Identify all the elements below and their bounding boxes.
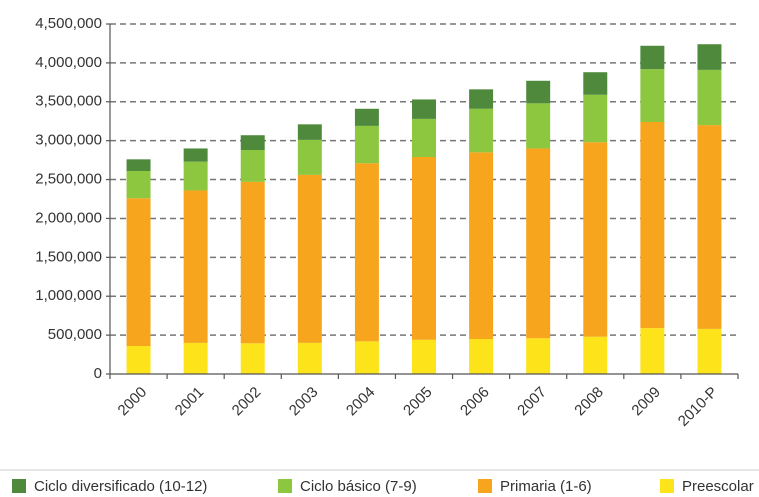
bar-segment bbox=[640, 328, 665, 374]
bar-segment bbox=[469, 89, 494, 109]
bar-segment bbox=[297, 342, 322, 374]
bar-segment bbox=[183, 148, 208, 162]
y-tick-label: 500,000 bbox=[48, 326, 102, 343]
bar-segment bbox=[697, 69, 722, 126]
bar-segment bbox=[640, 122, 665, 329]
bar-segment bbox=[469, 108, 494, 153]
legend-swatch bbox=[478, 479, 492, 493]
bar-segment bbox=[412, 99, 436, 119]
bar-segment bbox=[412, 339, 436, 374]
bar-segment bbox=[297, 174, 322, 343]
y-tick-label: 3,000,000 bbox=[35, 132, 102, 149]
legend-label: Primaria (1-6) bbox=[500, 478, 592, 495]
bar-segment bbox=[583, 336, 608, 374]
legend-label: Preescolar bbox=[682, 478, 754, 495]
bar-segment bbox=[183, 342, 208, 374]
bar-segment bbox=[126, 171, 151, 199]
legend-label: Ciclo diversificado (10-12) bbox=[34, 478, 207, 495]
bar-segment bbox=[240, 150, 265, 182]
legend-swatch bbox=[660, 479, 674, 493]
legend-swatch bbox=[278, 479, 292, 493]
bar-segment bbox=[697, 44, 722, 70]
bar-segment bbox=[526, 103, 551, 149]
bar-segment bbox=[583, 142, 608, 337]
bar-segment bbox=[240, 135, 265, 150]
y-tick-label: 1,500,000 bbox=[35, 248, 102, 265]
bar-segment bbox=[526, 148, 551, 339]
bar-segment bbox=[297, 139, 322, 175]
y-tick-label: 4,500,000 bbox=[35, 15, 102, 32]
bar-segment bbox=[126, 198, 151, 346]
bar-segment bbox=[526, 338, 551, 374]
bar-segment bbox=[240, 343, 265, 374]
bar-segment bbox=[640, 45, 665, 70]
bar-segment bbox=[297, 124, 322, 140]
y-tick-label: 0 bbox=[94, 365, 102, 382]
bar-segment bbox=[640, 69, 665, 122]
bar-segment bbox=[469, 339, 494, 374]
y-tick-label: 3,500,000 bbox=[35, 93, 102, 110]
bar-segment bbox=[354, 108, 379, 126]
legend-swatch bbox=[12, 479, 26, 493]
y-tick-label: 2,000,000 bbox=[35, 209, 102, 226]
bar-segment bbox=[583, 72, 608, 95]
bar-segment bbox=[526, 80, 551, 104]
bar-segment bbox=[354, 125, 379, 164]
bar-segment bbox=[126, 159, 151, 171]
bar-segment bbox=[354, 163, 379, 342]
bar-segment bbox=[469, 152, 494, 339]
bar-segment bbox=[697, 328, 722, 374]
bar-segment bbox=[354, 341, 379, 374]
bar-segment bbox=[240, 181, 265, 344]
y-tick-label: 4,000,000 bbox=[35, 54, 102, 71]
bar-segment bbox=[183, 161, 208, 191]
bar-segment bbox=[697, 125, 722, 329]
bar-segment bbox=[412, 157, 436, 340]
bar-segment bbox=[183, 190, 208, 343]
bar-segment bbox=[583, 94, 608, 143]
y-tick-label: 2,500,000 bbox=[35, 171, 102, 188]
bar-segment bbox=[126, 346, 151, 374]
legend-label: Ciclo básico (7-9) bbox=[300, 478, 417, 495]
y-tick-label: 1,000,000 bbox=[35, 287, 102, 304]
bar-segment bbox=[412, 118, 436, 157]
